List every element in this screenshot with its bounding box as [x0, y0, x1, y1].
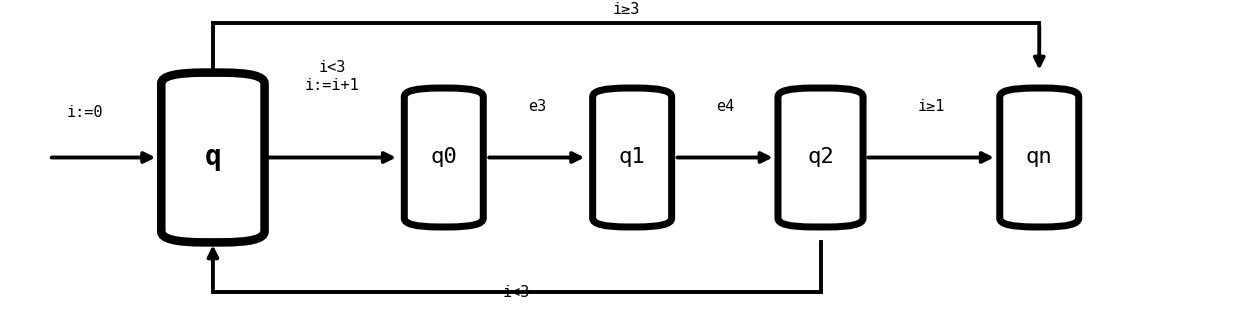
Text: q2: q2 — [807, 147, 833, 168]
Text: i≥3: i≥3 — [613, 2, 640, 17]
FancyBboxPatch shape — [593, 88, 672, 227]
FancyBboxPatch shape — [404, 88, 484, 227]
FancyBboxPatch shape — [161, 72, 264, 243]
Text: i≥1: i≥1 — [918, 99, 945, 114]
Text: i<3: i<3 — [503, 285, 531, 300]
FancyBboxPatch shape — [777, 88, 863, 227]
Text: e3: e3 — [528, 99, 547, 114]
FancyBboxPatch shape — [999, 88, 1079, 227]
Text: q0: q0 — [430, 147, 458, 168]
Text: i<3
i:=i+1: i<3 i:=i+1 — [305, 60, 360, 93]
Text: qn: qn — [1025, 147, 1053, 168]
Text: q1: q1 — [619, 147, 646, 168]
Text: i:=0: i:=0 — [67, 106, 104, 120]
Text: q: q — [205, 144, 221, 171]
Text: e4: e4 — [717, 99, 735, 114]
